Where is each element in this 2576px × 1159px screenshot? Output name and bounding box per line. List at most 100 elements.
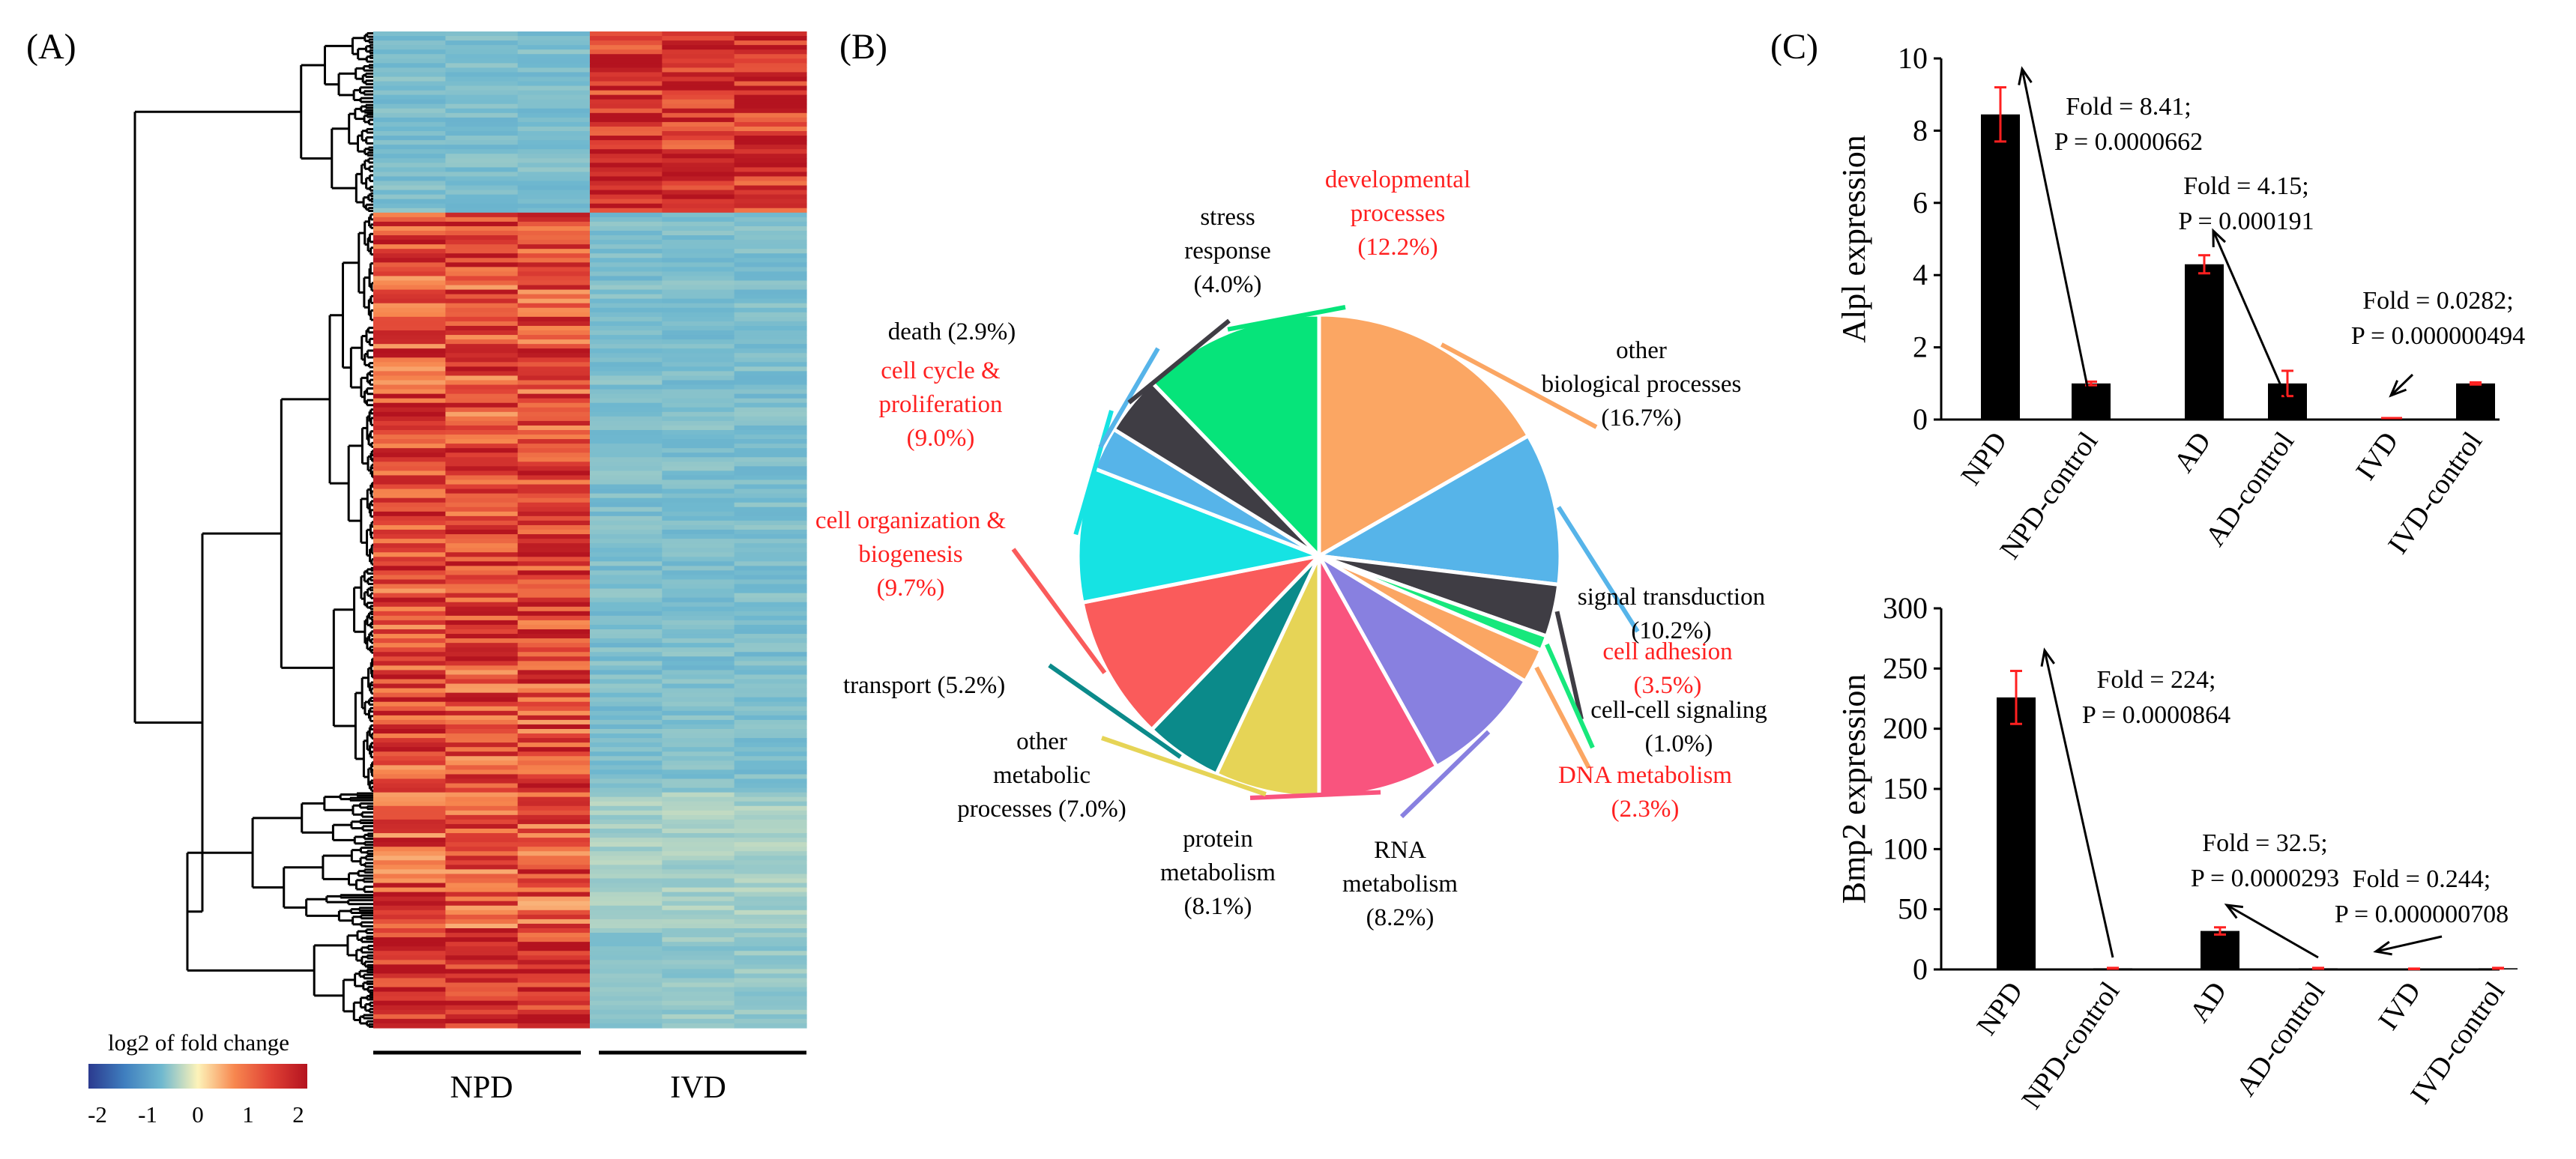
heatmap-cell xyxy=(517,910,591,916)
heatmap-cell xyxy=(590,321,663,327)
heatmap-cell xyxy=(662,99,735,105)
heatmap-cell xyxy=(734,946,807,951)
heatmap-cell xyxy=(445,706,519,712)
heatmap-cell xyxy=(590,978,663,984)
heatmap-cell xyxy=(373,316,446,322)
heatmap-cell xyxy=(662,199,735,205)
heatmap-cell xyxy=(734,435,807,440)
heatmap-cell xyxy=(734,149,807,154)
heatmap-cell xyxy=(517,307,591,313)
heatmap-cell xyxy=(445,951,519,956)
heatmap-cell xyxy=(590,181,663,187)
heatmap-cell xyxy=(445,928,519,933)
heatmap-cell xyxy=(373,1000,446,1006)
heatmap-cell xyxy=(373,375,446,381)
heatmap-cell xyxy=(662,339,735,345)
pie-label: processes (7.0%) xyxy=(957,796,1126,823)
heatmap-cell xyxy=(734,393,807,399)
heatmap-cell xyxy=(662,121,735,127)
heatmap-cell xyxy=(590,769,663,775)
colorbar-title: log2 of fold change xyxy=(108,1029,289,1056)
heatmap-cell xyxy=(373,1005,446,1011)
heatmap-cell xyxy=(734,330,807,336)
heatmap-cell xyxy=(445,814,519,820)
y-axis-label: Bmp2 expression xyxy=(1836,674,1872,904)
heatmap-cell xyxy=(662,778,735,784)
heatmap-cell xyxy=(517,435,591,440)
heatmap-cell xyxy=(590,470,663,476)
heatmap-cell xyxy=(517,226,591,232)
heatmap-cell xyxy=(373,620,446,626)
heatmap-cell xyxy=(662,1005,735,1011)
heatmap-cell xyxy=(590,448,663,453)
heatmap-cell xyxy=(373,163,446,168)
heatmap-cell xyxy=(445,425,519,431)
heatmap-cell xyxy=(445,534,519,539)
heatmap-cell xyxy=(590,45,663,50)
fold-annotation: Fold = 8.41; xyxy=(2066,93,2191,121)
pie-label: (10.2%) xyxy=(1631,617,1711,644)
heatmap-cell xyxy=(373,933,446,938)
heatmap-cell xyxy=(445,117,519,123)
heatmap-cell xyxy=(734,738,807,743)
heatmap-cell xyxy=(662,416,735,422)
pie-label: developmental xyxy=(1325,166,1471,193)
heatmap-cell xyxy=(445,462,519,467)
npd-group-label: NPD xyxy=(450,1071,513,1105)
pie-slice xyxy=(1080,553,1325,733)
heatmap-cell xyxy=(373,493,446,499)
heatmap-cell xyxy=(590,99,663,105)
heatmap-cell xyxy=(590,960,663,965)
heatmap-cell xyxy=(445,488,519,494)
heatmap-cell xyxy=(590,203,663,209)
heatmap-cell xyxy=(517,919,591,925)
heatmap-cell xyxy=(373,497,446,503)
bar-chart-2: 0 50 100 150 200 250 300 Bmp2 expression NPDNPD-… xyxy=(1836,591,2518,1115)
heatmap-cell xyxy=(662,280,735,286)
heatmap-cell xyxy=(445,407,519,413)
heatmap-cell xyxy=(517,54,591,59)
heatmap-cell xyxy=(590,208,663,214)
heatmap-cell xyxy=(373,515,446,521)
heatmap-cell xyxy=(662,231,735,236)
heatmap-cell xyxy=(373,203,446,209)
heatmap-cell xyxy=(445,402,519,408)
heatmap-cell xyxy=(373,982,446,988)
heatmap-cell xyxy=(445,240,519,245)
heatmap-cell xyxy=(517,448,591,453)
heatmap-cell xyxy=(373,783,446,789)
heatmap-cell xyxy=(517,892,591,898)
heatmap-cell xyxy=(517,212,591,218)
heatmap-cell xyxy=(517,316,591,322)
heatmap-cell xyxy=(373,905,446,911)
heatmap-cell xyxy=(517,719,591,725)
heatmap-cell xyxy=(662,801,735,807)
heatmap-cell xyxy=(517,353,591,358)
heatmap-cell xyxy=(662,393,735,399)
heatmap-cell xyxy=(517,530,591,535)
heatmap-cell xyxy=(662,185,735,191)
heatmap-cell xyxy=(662,271,735,277)
heatmap-cell xyxy=(662,552,735,557)
heatmap-cell xyxy=(662,253,735,258)
heatmap-cell xyxy=(590,217,663,223)
heatmap-cell xyxy=(662,561,735,566)
heatmap-cell xyxy=(734,765,807,771)
heatmap-cell xyxy=(734,814,807,820)
heatmap-cell xyxy=(662,117,735,123)
heatmap-cell xyxy=(590,67,663,73)
pie-leader-line xyxy=(1399,730,1491,819)
heatmap-cell xyxy=(590,435,663,440)
pie-leader-line xyxy=(1048,663,1182,759)
heatmap-cell xyxy=(734,235,807,240)
colorbar-tick-label: 0 xyxy=(192,1101,204,1128)
heatmap-cell xyxy=(662,742,735,748)
heatmap-cell xyxy=(734,112,807,118)
heatmap-cell xyxy=(445,987,519,993)
heatmap-cell xyxy=(445,883,519,889)
fold-arrow-head xyxy=(2212,228,2226,248)
heatmap-cell xyxy=(590,258,663,263)
heatmap-cell xyxy=(373,557,446,562)
heatmap-cell xyxy=(662,647,735,653)
heatmap-cell xyxy=(445,566,519,572)
